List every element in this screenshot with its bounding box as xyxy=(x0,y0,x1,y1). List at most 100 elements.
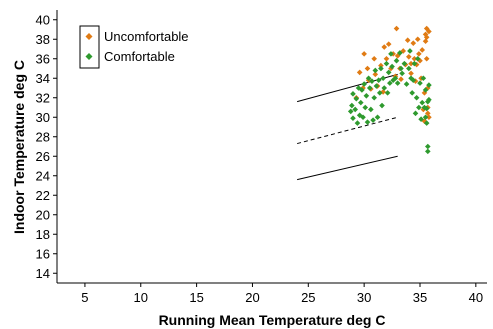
x-tick-label: 25 xyxy=(301,290,315,305)
x-axis-ticks: 5 10 15 20 25 30 35 40 xyxy=(81,283,483,305)
reference-line-2 xyxy=(297,116,398,145)
point-comfortable xyxy=(364,119,371,125)
point-uncomfortable xyxy=(422,31,429,38)
legend-box xyxy=(79,25,100,69)
point-comfortable xyxy=(352,106,359,113)
data-points xyxy=(347,25,432,155)
point-comfortable xyxy=(413,94,420,101)
point-comfortable xyxy=(425,143,431,150)
point-comfortable xyxy=(408,75,414,82)
point-uncomfortable xyxy=(419,47,426,53)
point-comfortable xyxy=(370,117,376,123)
point-comfortable xyxy=(406,65,412,72)
point-uncomfortable xyxy=(383,55,390,62)
point-comfortable xyxy=(368,106,374,113)
point-comfortable xyxy=(349,102,355,109)
y-tick-label: 18 xyxy=(36,227,50,242)
point-comfortable xyxy=(350,115,356,122)
y-tick-label: 38 xyxy=(36,32,50,47)
point-comfortable xyxy=(399,70,405,77)
point-uncomfortable xyxy=(406,54,412,60)
point-uncomfortable xyxy=(398,76,404,83)
point-comfortable xyxy=(380,75,386,82)
point-comfortable xyxy=(350,91,356,97)
point-comfortable xyxy=(388,51,394,57)
y-tick-label: 16 xyxy=(36,246,50,261)
point-comfortable xyxy=(379,102,385,109)
legend: Uncomfortable Comfortable xyxy=(79,25,189,69)
point-comfortable xyxy=(420,75,427,82)
point-uncomfortable xyxy=(423,25,430,32)
y-tick-label: 32 xyxy=(36,90,50,105)
point-comfortable xyxy=(422,114,429,121)
point-comfortable xyxy=(423,105,430,112)
point-uncomfortable xyxy=(423,34,430,41)
y-tick-label: 28 xyxy=(36,129,50,144)
y-tick-label: 22 xyxy=(36,188,50,203)
point-comfortable xyxy=(373,83,380,89)
point-comfortable xyxy=(360,114,366,121)
point-comfortable xyxy=(414,55,421,62)
point-comfortable xyxy=(372,67,379,74)
point-comfortable xyxy=(385,69,392,76)
point-uncomfortable xyxy=(364,65,371,72)
point-comfortable xyxy=(426,82,432,88)
x-tick-label: 15 xyxy=(189,290,203,305)
point-comfortable xyxy=(381,85,388,91)
legend-marker-uncomfortable xyxy=(85,33,93,40)
y-tick-label: 20 xyxy=(36,207,50,222)
y-tick-label: 24 xyxy=(36,168,50,183)
point-uncomfortable xyxy=(378,62,384,69)
point-uncomfortable xyxy=(410,40,417,46)
point-comfortable xyxy=(357,99,364,106)
point-uncomfortable xyxy=(381,44,388,50)
point-uncomfortable xyxy=(408,70,414,77)
point-uncomfortable xyxy=(385,41,392,47)
reference-line-3 xyxy=(297,155,398,181)
y-axis-title: Indoor Temperature deg C xyxy=(11,60,27,234)
point-comfortable xyxy=(410,77,417,83)
reference-line-1 xyxy=(296,73,398,103)
point-comfortable xyxy=(425,148,431,155)
y-tick-label: 14 xyxy=(36,266,50,281)
point-comfortable xyxy=(393,57,400,64)
point-comfortable xyxy=(366,85,373,91)
point-comfortable xyxy=(384,90,391,96)
point-uncomfortable xyxy=(371,55,377,62)
point-comfortable xyxy=(416,104,422,111)
x-tick-label: 10 xyxy=(134,290,148,305)
point-uncomfortable xyxy=(414,36,421,43)
point-uncomfortable xyxy=(408,60,414,67)
point-comfortable xyxy=(378,65,384,72)
point-uncomfortable xyxy=(425,110,431,117)
point-uncomfortable xyxy=(426,28,432,35)
point-comfortable xyxy=(394,80,401,86)
point-comfortable xyxy=(375,77,382,83)
reference-lines xyxy=(296,73,398,181)
point-comfortable xyxy=(426,96,432,103)
legend-label-comfortable: Comfortable xyxy=(104,49,175,64)
point-comfortable xyxy=(423,120,430,126)
y-tick-label: 30 xyxy=(36,110,50,125)
point-comfortable xyxy=(371,94,377,101)
x-tick-label: 5 xyxy=(81,290,88,305)
point-uncomfortable xyxy=(411,55,418,62)
point-comfortable xyxy=(409,90,415,96)
point-comfortable xyxy=(363,93,370,99)
point-comfortable xyxy=(411,60,418,67)
point-comfortable xyxy=(398,65,404,72)
point-comfortable xyxy=(412,110,419,117)
point-uncomfortable xyxy=(372,71,379,78)
point-comfortable xyxy=(369,78,375,84)
point-uncomfortable xyxy=(356,69,363,76)
point-comfortable xyxy=(403,81,410,87)
x-axis-title: Running Mean Temperature deg C xyxy=(159,312,386,328)
point-uncomfortable xyxy=(404,37,411,44)
point-uncomfortable xyxy=(361,51,367,57)
point-comfortable xyxy=(383,60,390,67)
y-tick-label: 26 xyxy=(36,149,50,164)
y-axis-ticks: 14 16 18 20 22 24 26 28 30 32 34 36 38 40 xyxy=(36,12,57,281)
x-tick-label: 35 xyxy=(413,290,427,305)
